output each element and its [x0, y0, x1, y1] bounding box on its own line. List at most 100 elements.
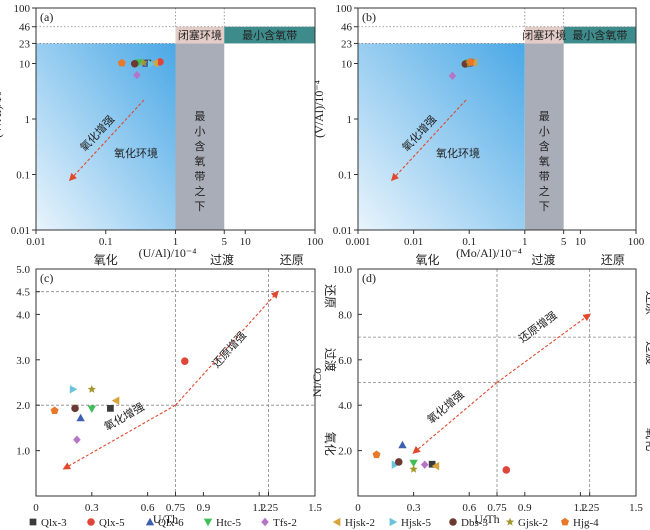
reducing-trend-arrow	[496, 313, 591, 383]
y-tick-label: 5.0	[16, 264, 30, 276]
suboxic-zone-label-char: 氧	[194, 154, 205, 168]
x-tick-label: 5	[561, 236, 567, 248]
legend-marker	[332, 517, 341, 527]
x-tick-label: 1.2	[574, 502, 588, 514]
suboxic-zone-label-char: 氧	[539, 154, 550, 168]
oxic-zone	[36, 43, 176, 231]
legend-item: Qlx-6	[145, 517, 184, 529]
x-tick-label: 0	[355, 502, 361, 514]
legend-item: Dbs-3	[449, 517, 488, 529]
panel-letter: (b)	[362, 10, 376, 24]
data-point	[147, 59, 156, 69]
suboxic-zone-label-char: 最	[194, 110, 205, 123]
side-zone-label: 氧化	[644, 427, 650, 451]
data-point	[107, 405, 114, 412]
legend-marker	[203, 518, 213, 527]
y-tick-label: 100	[336, 3, 353, 15]
y-tick-label: 2.0	[16, 400, 30, 412]
x-tick-label: 0.01	[404, 236, 423, 248]
panels-layer: 0.01 0.1 1 5 10 1000.010.11102346100(U/Al)/10…	[0, 3, 650, 526]
y-tick-label: 3.0	[16, 355, 30, 367]
y-tick-label: 4.0	[338, 400, 352, 412]
data-point	[139, 58, 148, 67]
y-tick-label: 46	[19, 22, 31, 34]
oxidizing-trend-arrow	[412, 382, 498, 454]
anoxic-zone-label: 最小含氧带	[242, 28, 297, 42]
y-axis-label: V/Cr	[0, 370, 2, 394]
panel-letter: (d)	[362, 271, 376, 285]
y-tick-label: 10	[19, 59, 31, 71]
y-tick-label: 4.0	[16, 309, 30, 321]
suboxic-zone-label-char: 小	[194, 125, 205, 138]
legend-label: Htc-5	[216, 517, 242, 529]
data-point	[466, 57, 475, 66]
data-point	[431, 461, 440, 471]
x-tick-label: 1.25	[580, 502, 600, 514]
legend-label: Qlx-3	[41, 517, 67, 529]
y-tick-label: 2.0	[338, 446, 352, 458]
legend-marker	[505, 517, 515, 526]
suboxic-zone-label-char: 含	[194, 139, 205, 153]
top-zone-label: 过渡	[210, 252, 234, 267]
legend-label: Gjsk-2	[518, 517, 548, 529]
legend-label: Qlx-6	[158, 517, 184, 529]
y-tick-label: 6.0	[338, 355, 352, 367]
x-tick-label: 0.1	[99, 236, 113, 248]
trend-arrow	[390, 99, 467, 182]
side-zone-label: 还原	[644, 291, 650, 315]
legend: Qlx-3 Qlx-5 Qlx-6 Htc-5 Tfs-2 Hjsk-2 Hjsk-5 Dbs…	[29, 517, 599, 529]
y-tick-label: 4.5	[16, 287, 30, 299]
y-tick-label: 8.0	[338, 309, 352, 321]
reducing-trend-label: 还原增强	[516, 308, 560, 345]
legend-label: Tfs-2	[273, 517, 297, 529]
legend-item: Gjsk-2	[505, 517, 548, 529]
y-tick-label: 0.01	[333, 225, 352, 237]
anoxic-zone	[224, 26, 315, 44]
legend-label: Hjg-4	[573, 517, 599, 529]
suboxic-zone-label-char: 下	[539, 201, 550, 213]
x-tick-label: 0.3	[85, 502, 99, 514]
data-point	[111, 396, 120, 405]
x-tick-label: 10	[240, 236, 252, 248]
x-axis-label: (Mo/Al)/10⁻⁴	[456, 246, 522, 260]
data-point	[409, 459, 418, 468]
y-axis-label: (V/Al)/10⁻⁴	[312, 80, 326, 138]
suboxic-zone-label-char: 带	[194, 170, 205, 183]
y-tick-label: 23	[19, 38, 31, 50]
x-axis-label: U/Th	[153, 512, 178, 526]
y-tick-label: 23	[341, 38, 353, 50]
anoxic-zone-label: 最小含氧带	[572, 28, 627, 42]
x-tick-label: 1	[522, 236, 528, 248]
y-tick-label: 1	[347, 114, 353, 126]
oxidizing-trend-arrow	[62, 404, 176, 470]
data-point	[448, 71, 457, 81]
data-point	[71, 404, 79, 413]
legend-marker	[145, 517, 155, 526]
legend-item: Hjsk-5	[389, 517, 431, 529]
data-point	[133, 70, 141, 80]
legend-item: Qlx-3	[29, 517, 67, 529]
x-tick-label: 0.9	[197, 502, 211, 514]
x-tick-label: 1.5	[629, 502, 643, 514]
x-tick-label: 0.1	[462, 236, 476, 248]
closed-zone-label: 闭塞环境	[178, 28, 222, 42]
y-tick-label: 100	[14, 3, 31, 15]
legend-item: Hjg-4	[561, 517, 599, 529]
oxic-zone-label: 氧化环境	[436, 146, 480, 160]
panel-b: 0.001 0.01 0.1 1 5 10 1000.010.11102346100(Mo/…	[312, 3, 645, 260]
data-point	[502, 466, 511, 474]
x-tick-label: 0.75	[166, 502, 186, 514]
legend-label: Qlx-5	[99, 517, 125, 529]
x-tick-label: 1.25	[259, 502, 279, 514]
data-point	[394, 458, 403, 466]
side-zone-label: 还原	[323, 284, 337, 308]
data-point	[50, 406, 59, 415]
oxidizing-trend-label: 氧化增强	[424, 387, 467, 426]
suboxic-zone-label-char: 之	[539, 184, 550, 198]
suboxic-zone-label-char: 之	[194, 184, 205, 198]
legend-label: Hjsk-2	[345, 517, 375, 529]
legend-item: Htc-5	[203, 517, 242, 529]
